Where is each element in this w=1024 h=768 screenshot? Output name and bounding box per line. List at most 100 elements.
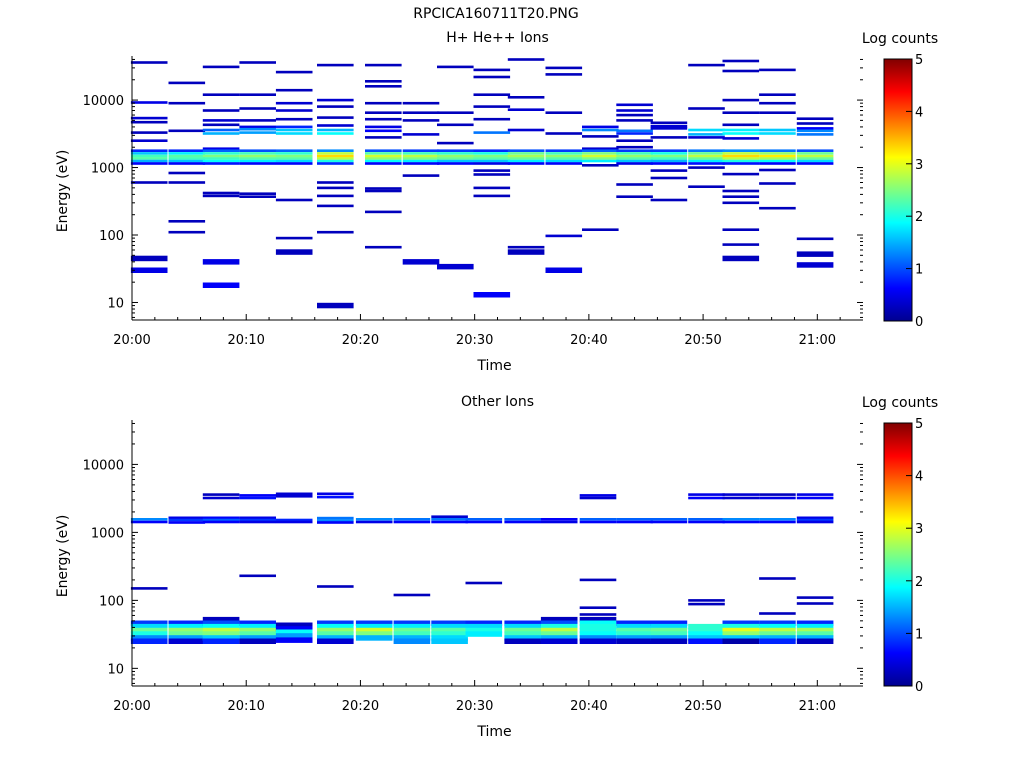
heatmap-cell — [431, 638, 468, 644]
heatmap-cell — [365, 63, 402, 67]
heatmap-cell — [722, 149, 760, 152]
heatmap-cell — [239, 119, 276, 122]
heatmap-cell — [275, 128, 313, 132]
heatmap-cell — [722, 69, 760, 73]
heatmap-cell — [402, 149, 440, 152]
heatmap-cell — [317, 623, 354, 630]
heatmap-cell — [796, 152, 834, 155]
figure-title: RPCICA160711T20.PNG — [413, 6, 578, 22]
heatmap-cell — [168, 81, 206, 85]
heatmap-cell — [431, 635, 468, 641]
heatmap-cell — [202, 162, 240, 165]
heatmap-cell — [437, 162, 474, 165]
y-axis-label: Energy (eV) — [55, 515, 71, 598]
heatmap-cell — [275, 159, 313, 163]
heatmap-cell — [688, 635, 725, 641]
heatmap-cell — [504, 620, 541, 626]
heatmap-cell — [616, 520, 653, 524]
heatmap-cell — [759, 132, 796, 135]
y-tick-label: 100 — [99, 594, 124, 609]
x-tick-label: 20:50 — [684, 333, 721, 348]
heatmap-cell — [650, 169, 688, 172]
heatmap-cell — [579, 620, 617, 626]
heatmap-cell — [616, 119, 653, 122]
heatmap-cell — [239, 131, 276, 134]
heatmap-cell — [365, 85, 402, 88]
heatmap-cell — [168, 157, 206, 160]
heatmap-cell — [616, 103, 653, 107]
heatmap-cell — [365, 162, 402, 165]
heatmap-cell — [365, 245, 402, 249]
heatmap-cell — [365, 187, 402, 190]
colorbar-tick-label: 2 — [915, 210, 923, 225]
heatmap-cell — [202, 518, 240, 522]
heatmap-cell — [616, 129, 653, 133]
heatmap-cell — [616, 159, 653, 163]
heatmap-cell — [317, 230, 354, 234]
heatmap-cell — [402, 133, 440, 136]
heatmap-cell — [616, 518, 653, 521]
heatmap-cell — [168, 623, 206, 630]
heatmap-cell — [582, 159, 619, 163]
heatmap-cell — [275, 70, 313, 74]
heatmap-cell — [465, 631, 503, 637]
heatmap-cell — [202, 631, 240, 637]
heatmap-cell — [722, 128, 760, 132]
heatmap-cell — [202, 123, 240, 127]
heatmap-cell — [616, 631, 653, 637]
heatmap-cell — [688, 152, 725, 155]
x-tick-label: 20:20 — [342, 333, 379, 348]
heatmap-cell — [759, 493, 796, 496]
heatmap-cell — [275, 236, 313, 240]
heatmap-cell — [465, 520, 503, 524]
heatmap-cell — [239, 93, 276, 96]
heatmap-cell — [507, 108, 545, 111]
heatmap-cell — [722, 123, 760, 127]
heatmap-cell — [545, 154, 583, 158]
heatmap-cell — [540, 638, 578, 644]
heatmap-cell — [275, 149, 313, 152]
heatmap-cell — [545, 234, 583, 238]
heatmap-cell — [722, 154, 760, 158]
heatmap-cell — [582, 135, 619, 138]
heatmap-cell — [202, 128, 240, 132]
x-tick-label: 20:00 — [113, 333, 150, 348]
heatmap-cell — [722, 137, 760, 140]
heatmap-cell — [582, 228, 619, 231]
heatmap-cell — [365, 159, 402, 163]
heatmap-cell — [365, 111, 402, 114]
heatmap-cell — [582, 164, 619, 167]
heatmap-cell — [365, 152, 402, 155]
heatmap-cell — [540, 623, 578, 630]
heatmap-cell — [650, 121, 688, 125]
heatmap-cell — [365, 210, 402, 214]
heatmap-cell — [275, 198, 313, 202]
heatmap-cell — [579, 578, 617, 582]
heatmap-cell — [722, 111, 760, 114]
heatmap-cell — [437, 157, 474, 160]
heatmap-cell — [796, 162, 834, 165]
heatmap-cell — [275, 622, 313, 628]
heatmap-cell — [507, 245, 545, 249]
heatmap-cell — [545, 132, 583, 135]
heatmap-cell — [579, 496, 617, 500]
heatmap-cell — [545, 73, 583, 76]
heatmap-cell — [650, 635, 688, 641]
heatmap-cell — [239, 635, 276, 641]
x-tick-label: 20:40 — [570, 333, 607, 348]
colorbar-tick-label: 3 — [915, 522, 923, 537]
heatmap-cell — [504, 520, 541, 524]
heatmap-cell — [402, 174, 440, 177]
heatmap-cell — [317, 181, 354, 184]
heatmap-cell — [688, 493, 725, 496]
heatmap-cell — [616, 139, 653, 142]
heatmap-cell — [722, 493, 760, 496]
heatmap-cell — [130, 162, 168, 165]
heatmap-cell — [130, 139, 168, 142]
heatmap-cell — [722, 255, 760, 262]
heatmap-cell — [650, 176, 688, 180]
heatmap-cell — [759, 149, 796, 152]
heatmap-cell — [393, 638, 431, 644]
heatmap-cell — [130, 623, 168, 630]
y-tick-label: 1000 — [91, 162, 124, 177]
